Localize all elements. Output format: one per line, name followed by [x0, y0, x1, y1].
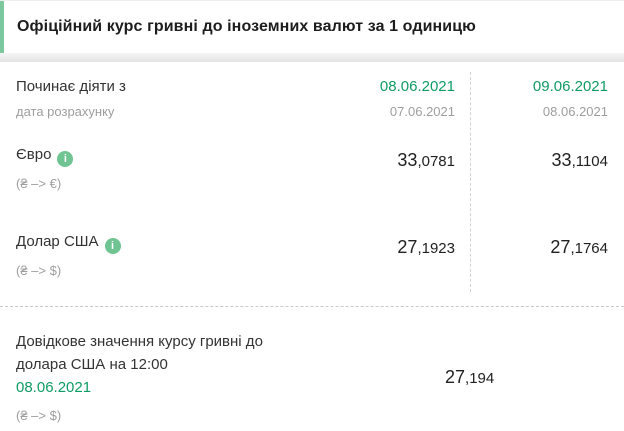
usd-rate-col2: 27,1764 [455, 237, 608, 258]
effective-label-cell: Починає діяти з дата розрахунку [16, 78, 126, 119]
rate-frac: ,194 [465, 370, 495, 387]
currency-row-euro: Євро i (₴ –> €) 33,0781 33,1104 [16, 146, 608, 191]
card-header: Офіційний курс гривні до іноземних валют… [0, 1, 624, 53]
euro-rate-col1: 33,0781 [73, 150, 455, 171]
usd-rate-col1-cell: 27,1923 [121, 233, 455, 258]
rate-int: 33 [397, 150, 418, 170]
euro-rate-col2: 33,1104 [455, 150, 608, 171]
reference-title: Довідкове значення курсу гривні до долар… [16, 330, 366, 376]
effective-date-link-col1[interactable]: 08.06.2021 [379, 78, 455, 95]
effective-sublabel: дата розрахунку [16, 104, 115, 119]
info-icon[interactable]: i [104, 238, 121, 254]
currency-pair-usd: (₴ –> $) [16, 263, 62, 278]
reference-title-line1: Довідкове значення курсу гривні до [16, 333, 263, 350]
rate-frac: ,1764 [570, 240, 608, 257]
currency-name-usd: Долар США [16, 233, 99, 250]
reference-rate-section: Довідкове значення курсу гривні до долар… [0, 306, 624, 431]
effective-date-row: Починає діяти з дата розрахунку 08.06.20… [16, 78, 608, 119]
info-icon[interactable]: i [57, 151, 74, 167]
usd-rate-col2-cell: 27,1764 [455, 233, 608, 258]
rate-int: 27 [445, 367, 466, 387]
rates-table: Починає діяти з дата розрахунку 08.06.20… [0, 62, 624, 306]
effective-label: Починає діяти з [16, 78, 126, 95]
reference-value: 27,194 [445, 367, 494, 388]
rate-frac: ,1104 [571, 153, 608, 170]
rate-int: 27 [397, 237, 418, 257]
page-title: Офіційний курс гривні до іноземних валют… [17, 18, 476, 35]
euro-rate-col2-cell: 33,1104 [455, 146, 608, 171]
effective-date-col1: 08.06.2021 07.06.2021 [126, 78, 455, 119]
column-dashed-separator [470, 72, 471, 292]
effective-date-link-col2[interactable]: 09.06.2021 [532, 78, 608, 95]
reference-date-link[interactable]: 08.06.2021 [16, 379, 92, 396]
euro-rate-col1-cell: 33,0781 [73, 146, 455, 171]
rate-int: 27 [550, 237, 571, 257]
usd-rate-col1: 27,1923 [121, 237, 455, 258]
rate-int: 33 [551, 150, 572, 170]
currency-pair-euro: (₴ –> €) [16, 176, 62, 191]
header-divider [0, 53, 624, 62]
rate-frac: ,1923 [417, 240, 455, 257]
calc-date-col1: 07.06.2021 [389, 104, 455, 119]
usd-label-cell: Долар США i (₴ –> $) [16, 233, 121, 278]
currency-row-usd: Долар США i (₴ –> $) 27,1923 27,1764 [16, 233, 608, 278]
effective-date-col2: 09.06.2021 08.06.2021 [455, 78, 608, 119]
calc-date-col2: 08.06.2021 [542, 104, 608, 119]
rate-frac: ,0781 [417, 153, 455, 170]
reference-title-line2: долара США на 12:00 [16, 356, 168, 373]
currency-name-euro: Євро [16, 146, 52, 163]
reference-pair: (₴ –> $) [16, 408, 62, 423]
euro-label-cell: Євро i (₴ –> €) [16, 146, 74, 191]
